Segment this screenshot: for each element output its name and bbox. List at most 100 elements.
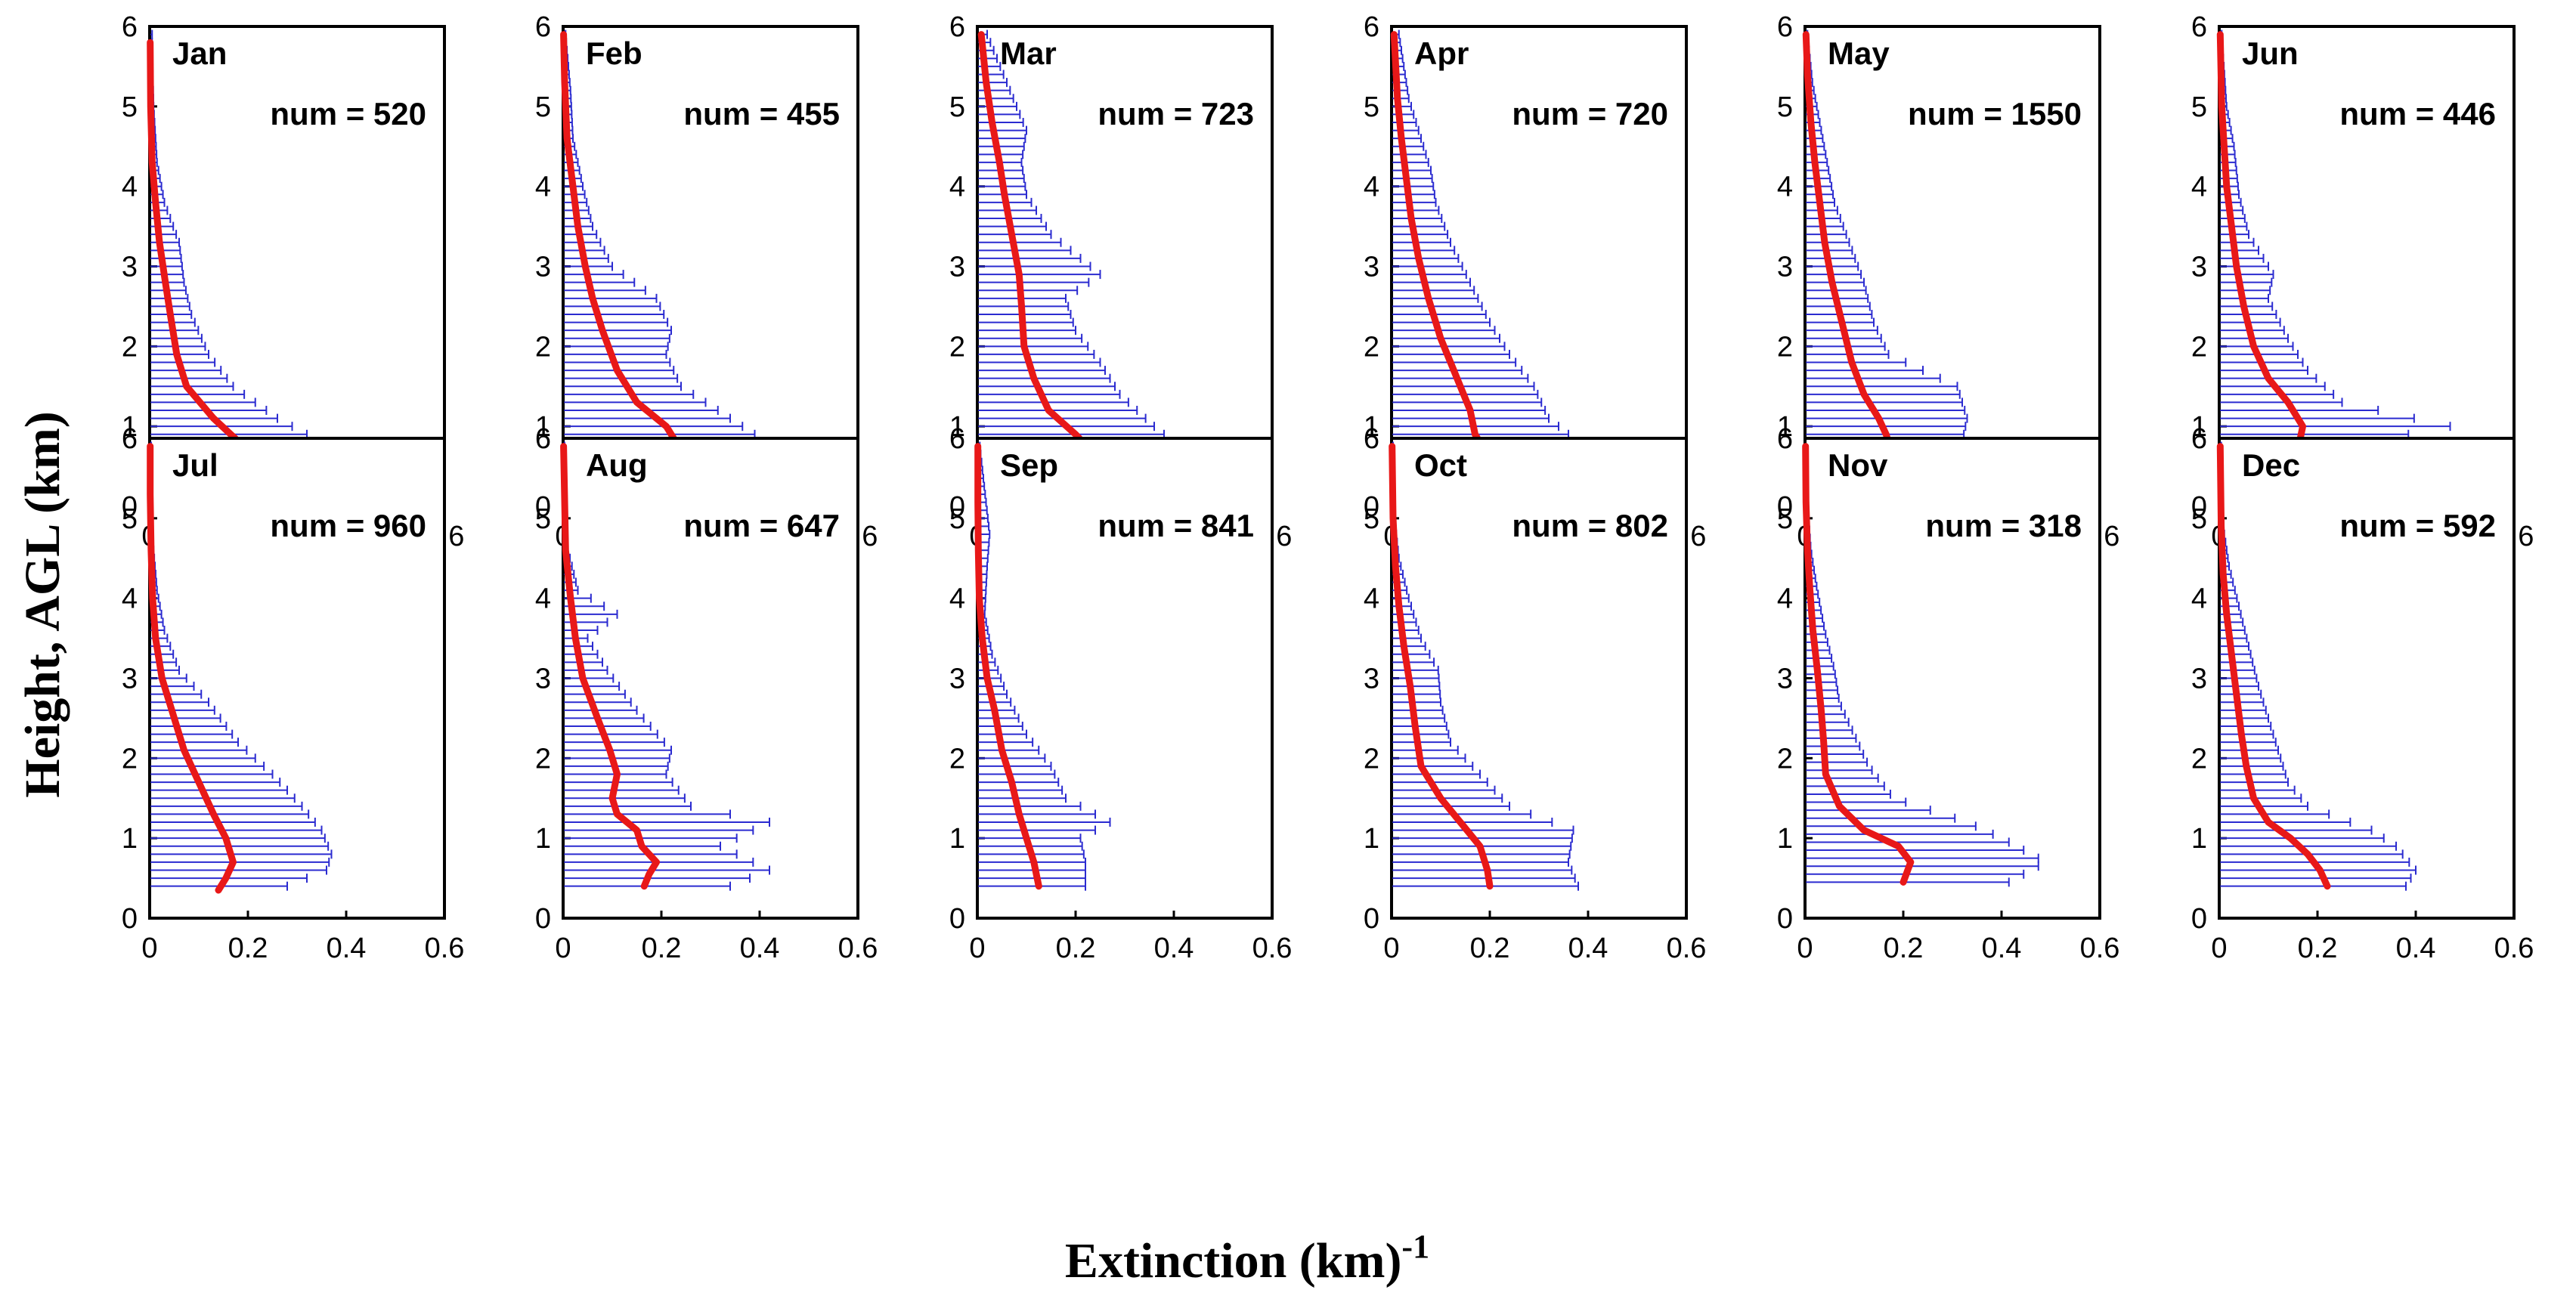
mean-profile-line <box>1802 443 1915 886</box>
panel-count-label: num = 446 <box>2339 96 2496 131</box>
panel-nov: 0 1 2 3 4 5 6 0 0.2 0.4 0.6 Nov num = 318 <box>1777 423 2120 964</box>
y-tick-label: 2 <box>1364 743 1379 775</box>
y-tick-label: 5 <box>535 503 551 535</box>
y-tick-label: 1 <box>949 823 965 855</box>
y-tick-label: 4 <box>535 172 551 203</box>
panel-month-label: Jan <box>172 36 227 71</box>
panel-count-label: num = 720 <box>1512 96 1668 131</box>
y-tick-label: 3 <box>122 663 138 695</box>
y-tick-label: 5 <box>1364 503 1379 535</box>
y-tick-label: 1 <box>122 823 138 855</box>
x-tick-label: 0.6 <box>2080 933 2120 964</box>
panel-month-label: Dec <box>2242 447 2300 483</box>
mean-profile-line <box>974 443 1042 890</box>
y-tick-label: 4 <box>1364 172 1379 203</box>
panel-month-label: Apr <box>1414 36 1469 71</box>
panel-month-label: Mar <box>1000 36 1057 71</box>
y-tick-label: 1 <box>2191 823 2207 855</box>
y-tick-label: 6 <box>122 11 138 43</box>
y-tick-label: 5 <box>2191 503 2207 535</box>
y-tick-label: 0 <box>122 903 138 935</box>
panel-count-label: num = 802 <box>1512 508 1668 543</box>
panel-dec: 0 1 2 3 4 5 6 0 0.2 0.4 0.6 Dec num = 592 <box>2191 423 2534 964</box>
y-tick-label: 4 <box>1364 583 1379 615</box>
y-tick-label: 6 <box>1364 423 1379 455</box>
x-tick-label: 0.6 <box>2494 933 2534 964</box>
panel-count-label: num = 318 <box>1925 508 2082 543</box>
y-tick-label: 4 <box>122 172 138 203</box>
y-tick-label: 2 <box>535 331 551 363</box>
x-tick-label: 0 <box>2211 933 2227 964</box>
x-tick-label: 0 <box>141 933 157 964</box>
y-tick-label: 2 <box>949 743 965 775</box>
y-tick-label: 1 <box>2191 411 2207 443</box>
x-tick-label: 0.6 <box>425 933 465 964</box>
y-tick-label: 0 <box>1364 491 1379 523</box>
y-tick-label: 3 <box>122 252 138 283</box>
y-tick-label: 2 <box>2191 331 2207 363</box>
panel-month-label: Oct <box>1414 447 1467 483</box>
y-tick-label: 3 <box>535 252 551 283</box>
y-axis-label: Height, AGL (km) <box>15 411 70 798</box>
x-tick-label: 0.2 <box>228 933 268 964</box>
panel-oct: 0 1 2 3 4 5 6 0 0.2 0.4 0.6 Oct num = 802 <box>1364 423 1707 964</box>
panel-count-label: num = 841 <box>1098 508 1254 543</box>
x-tick-label: 0.2 <box>2298 933 2338 964</box>
panel-sep: 0 1 2 3 4 5 6 0 0.2 0.4 0.6 Sep num = 841 <box>949 423 1293 964</box>
panel-count-label: num = 723 <box>1098 96 1254 131</box>
y-tick-label: 2 <box>1777 743 1793 775</box>
y-tick-label: 6 <box>2191 11 2207 43</box>
y-tick-label: 5 <box>1364 91 1379 123</box>
x-tick-label: 0.4 <box>740 933 780 964</box>
x-tick-label: 0.4 <box>327 933 367 964</box>
panel-grid: 0 1 2 3 4 5 6 0 0.2 0.4 0.6 Jan num = 520 0 1 2 3 4 5 6 0 0.2… <box>122 11 2534 964</box>
panel-month-label: Nov <box>1828 447 1888 483</box>
y-tick-label: 2 <box>949 331 965 363</box>
mean-profile-line <box>2216 31 2306 478</box>
panel-month-label: Feb <box>586 36 642 71</box>
y-tick-label: 4 <box>2191 583 2207 615</box>
panel-count-label: num = 520 <box>270 96 426 131</box>
y-tick-label: 1 <box>1364 411 1379 443</box>
y-tick-label: 6 <box>1364 11 1379 43</box>
y-tick-label: 3 <box>1777 663 1793 695</box>
y-tick-label: 4 <box>1777 172 1793 203</box>
y-tick-label: 0 <box>949 491 965 523</box>
panel-count-label: num = 1550 <box>1908 96 2082 131</box>
y-tick-label: 5 <box>949 503 965 535</box>
y-tick-label: 0 <box>1777 903 1793 935</box>
x-tick-label: 0.6 <box>1667 933 1707 964</box>
y-tick-label: 0 <box>2191 491 2207 523</box>
y-tick-label: 6 <box>1777 11 1793 43</box>
panel-month-label: Jul <box>172 447 218 483</box>
panel-month-label: Jun <box>2242 36 2299 71</box>
x-tick-label: 0.4 <box>1982 933 2022 964</box>
y-tick-label: 0 <box>1777 491 1793 523</box>
mean-profile-line <box>1389 443 1494 890</box>
y-tick-label: 4 <box>2191 172 2207 203</box>
y-tick-label: 5 <box>2191 91 2207 123</box>
y-tick-label: 3 <box>949 252 965 283</box>
y-tick-label: 6 <box>949 11 965 43</box>
y-tick-label: 2 <box>1364 331 1379 363</box>
panel-count-label: num = 647 <box>683 508 840 543</box>
x-axis-label: Extinction (km)-1 <box>1065 1228 1429 1288</box>
y-tick-label: 3 <box>2191 252 2207 283</box>
y-tick-label: 5 <box>122 91 138 123</box>
y-tick-label: 2 <box>122 331 138 363</box>
y-tick-label: 0 <box>535 903 551 935</box>
y-tick-label: 5 <box>1777 503 1793 535</box>
panel-jul: 0 1 2 3 4 5 6 0 0.2 0.4 0.6 Jul num = 960 <box>122 423 465 964</box>
y-tick-label: 5 <box>1777 91 1793 123</box>
y-tick-label: 1 <box>122 411 138 443</box>
panel-count-label: num = 960 <box>270 508 426 543</box>
x-tick-label: 0 <box>555 933 571 964</box>
x-tick-label: 0.6 <box>838 933 878 964</box>
y-tick-label: 5 <box>122 503 138 535</box>
y-tick-label: 4 <box>535 583 551 615</box>
y-tick-label: 4 <box>1777 583 1793 615</box>
mean-profile-line <box>560 31 702 478</box>
